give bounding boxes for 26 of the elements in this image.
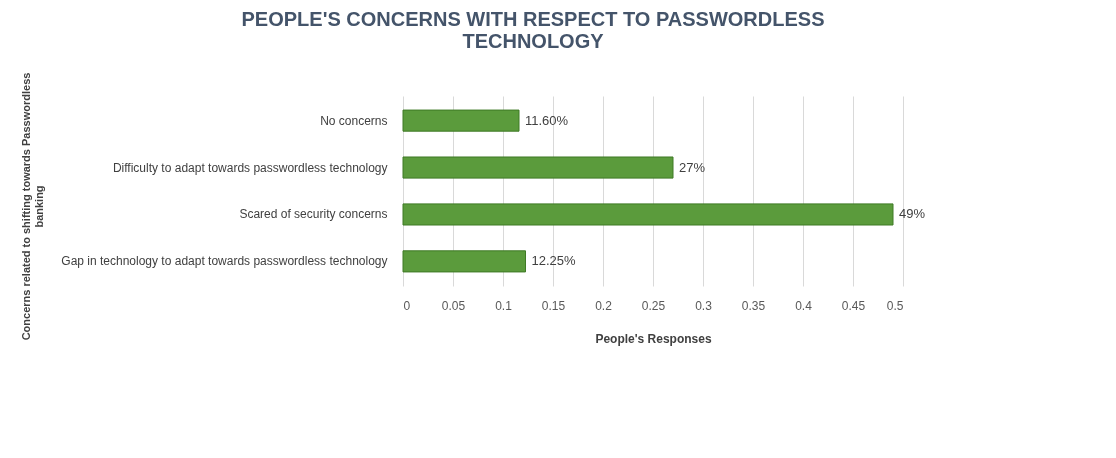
bar: [402, 156, 674, 179]
y-tick-label: Difficulty to adapt towards passwordless technology: [112, 160, 388, 175]
data-label: 11.60%: [525, 112, 569, 128]
bar: [402, 250, 526, 273]
data-label: 49%: [899, 206, 926, 222]
y-tick-label: Scared of security concerns: [239, 207, 388, 222]
x-tick-label: 0.35: [741, 298, 766, 313]
x-tick-label: 0.15: [541, 298, 566, 313]
data-label: 12.25%: [531, 253, 577, 269]
x-tick-label: 0.05: [441, 298, 466, 313]
y-axis-title: Concerns related to shifting towards Passwordless banking: [19, 72, 45, 341]
x-tick-label: 0: [403, 298, 411, 313]
y-tick-label: No concerns: [320, 113, 388, 128]
chart-title: PEOPLE'S CONCERNS WITH RESPECT TO PASSWORDLESS TECHNOLOGY: [241, 8, 825, 53]
x-tick-label: 0.4: [795, 298, 813, 313]
x-tick-label: 0.3: [695, 298, 713, 313]
y-tick-label: Gap in technology to adapt towards passwordless technology: [61, 254, 388, 269]
x-tick-label: 0.5: [886, 298, 904, 313]
x-tick-label: 0.2: [595, 298, 613, 313]
x-axis-title: People's Responses: [595, 331, 712, 346]
bar: [402, 203, 894, 226]
x-tick-label: 0.1: [495, 298, 513, 313]
x-tick-label: 0.25: [641, 298, 666, 313]
data-label: 27%: [679, 159, 706, 175]
bar: [402, 109, 520, 132]
x-tick-label: 0.45: [841, 298, 866, 313]
